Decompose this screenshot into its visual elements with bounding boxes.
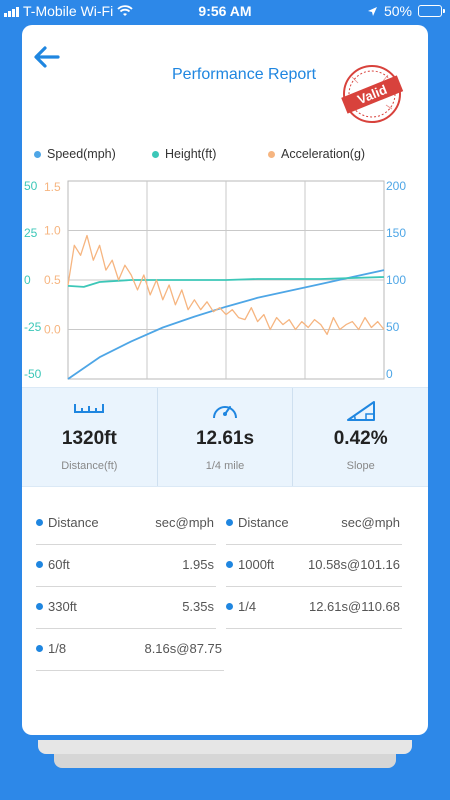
distance-label: Distance(ft) bbox=[61, 460, 118, 472]
column-header-unit: sec@mph bbox=[155, 515, 214, 530]
report-card: Performance Report Valid Speed(mph) Heig… bbox=[22, 25, 428, 735]
table-header-row: Distance sec@mph Distance sec@mph bbox=[36, 515, 416, 545]
legend-dot-icon bbox=[34, 150, 41, 158]
column-header-distance: Distance bbox=[238, 515, 289, 530]
stat-slope: 0.42% Slope bbox=[293, 388, 428, 486]
row-distance: 1/8 bbox=[48, 641, 67, 656]
series-line-speed-mph bbox=[67, 269, 385, 380]
bullet-icon bbox=[36, 603, 43, 610]
legend-dot-icon bbox=[268, 150, 275, 158]
legend-acceleration: Acceleration(g) bbox=[268, 147, 365, 161]
column-header-unit: sec@mph bbox=[341, 515, 400, 530]
left-axis-tick: -50 bbox=[24, 367, 42, 381]
table-row: 60ft 1.95s 1000ft 10.58s@101.16 bbox=[36, 557, 416, 587]
table-row: 1/8 8.16s@87.75 bbox=[36, 641, 416, 671]
battery-percent: 50% bbox=[383, 3, 412, 19]
signal-icon bbox=[4, 5, 19, 17]
stat-distance: 1320ft Distance(ft) bbox=[22, 388, 158, 486]
legend-height: Height(ft) bbox=[152, 147, 216, 161]
bullet-icon bbox=[36, 645, 43, 652]
quarter-mile-label: 1/4 mile bbox=[205, 460, 245, 472]
row-time: 1.95s bbox=[182, 557, 214, 572]
card-stack-shadow bbox=[54, 752, 396, 768]
speedometer-icon bbox=[213, 406, 237, 419]
bullet-icon bbox=[36, 561, 43, 568]
row-distance: 1000ft bbox=[238, 557, 275, 572]
legend-dot-icon bbox=[152, 150, 159, 158]
back-arrow-icon[interactable] bbox=[32, 45, 62, 69]
battery-icon bbox=[418, 5, 445, 17]
right-axis-tick: 0 bbox=[386, 367, 393, 381]
row-time: 5.35s bbox=[182, 599, 214, 614]
left-axis-tick: 0 bbox=[24, 273, 31, 287]
accel-axis-tick: 0.5 bbox=[44, 273, 61, 287]
stat-quarter-mile: 12.61s 1/4 mile bbox=[158, 388, 294, 486]
carrier-label: T-Mobile Wi-Fi bbox=[23, 3, 114, 19]
wifi-icon bbox=[117, 5, 133, 16]
location-arrow-icon bbox=[367, 6, 377, 16]
column-header-distance: Distance bbox=[48, 515, 99, 530]
series-line-acceleration-g bbox=[67, 234, 385, 336]
bullet-icon bbox=[226, 519, 233, 526]
slope-value: 0.42% bbox=[333, 428, 388, 449]
clock: 9:56 AM bbox=[198, 3, 252, 19]
row-time: 10.58s@101.16 bbox=[308, 557, 400, 572]
left-axis-tick: 25 bbox=[24, 226, 38, 240]
row-distance: 330ft bbox=[48, 599, 77, 614]
page-title: Performance Report bbox=[172, 66, 317, 83]
accel-axis-tick: 0.0 bbox=[44, 323, 61, 337]
accel-axis-tick: 1.0 bbox=[44, 224, 61, 238]
row-time: 8.16s@87.75 bbox=[144, 641, 222, 656]
performance-chart: 50 25 0 -25 -50 1.5 1.0 0.5 0.0 200 150 100 50 0 bbox=[24, 179, 406, 381]
row-time: 12.61s@110.68 bbox=[308, 599, 400, 614]
accel-axis-tick: 1.5 bbox=[44, 180, 61, 194]
table-row: 330ft 5.35s 1/4 12.61s@110.68 bbox=[36, 599, 416, 629]
ruler-icon bbox=[74, 404, 105, 413]
left-axis-tick: 50 bbox=[24, 179, 38, 193]
bullet-icon bbox=[36, 519, 43, 526]
row-distance: 1/4 bbox=[238, 599, 257, 614]
series-line-height-ft bbox=[67, 276, 385, 288]
right-axis-tick: 100 bbox=[386, 273, 406, 287]
legend-speed: Speed(mph) bbox=[34, 147, 116, 161]
left-axis-tick: -25 bbox=[24, 320, 42, 334]
right-axis-tick: 50 bbox=[386, 320, 400, 334]
distance-value: 1320ft bbox=[61, 428, 117, 449]
slope-label: Slope bbox=[346, 460, 375, 472]
bullet-icon bbox=[226, 561, 233, 568]
status-bar: T-Mobile Wi-Fi 9:56 AM 50% bbox=[0, 0, 450, 24]
valid-stamp: Valid bbox=[341, 65, 404, 123]
quarter-mile-value: 12.61s bbox=[195, 428, 255, 449]
row-distance: 60ft bbox=[48, 557, 70, 572]
right-axis-tick: 200 bbox=[386, 179, 406, 193]
stats-panel: 1320ft Distance(ft) 12.61s 1/4 mile 0.42… bbox=[22, 387, 428, 487]
slope-icon bbox=[346, 401, 375, 421]
card-stack-shadow bbox=[38, 740, 412, 754]
right-axis-tick: 150 bbox=[386, 226, 406, 240]
bullet-icon bbox=[226, 603, 233, 610]
